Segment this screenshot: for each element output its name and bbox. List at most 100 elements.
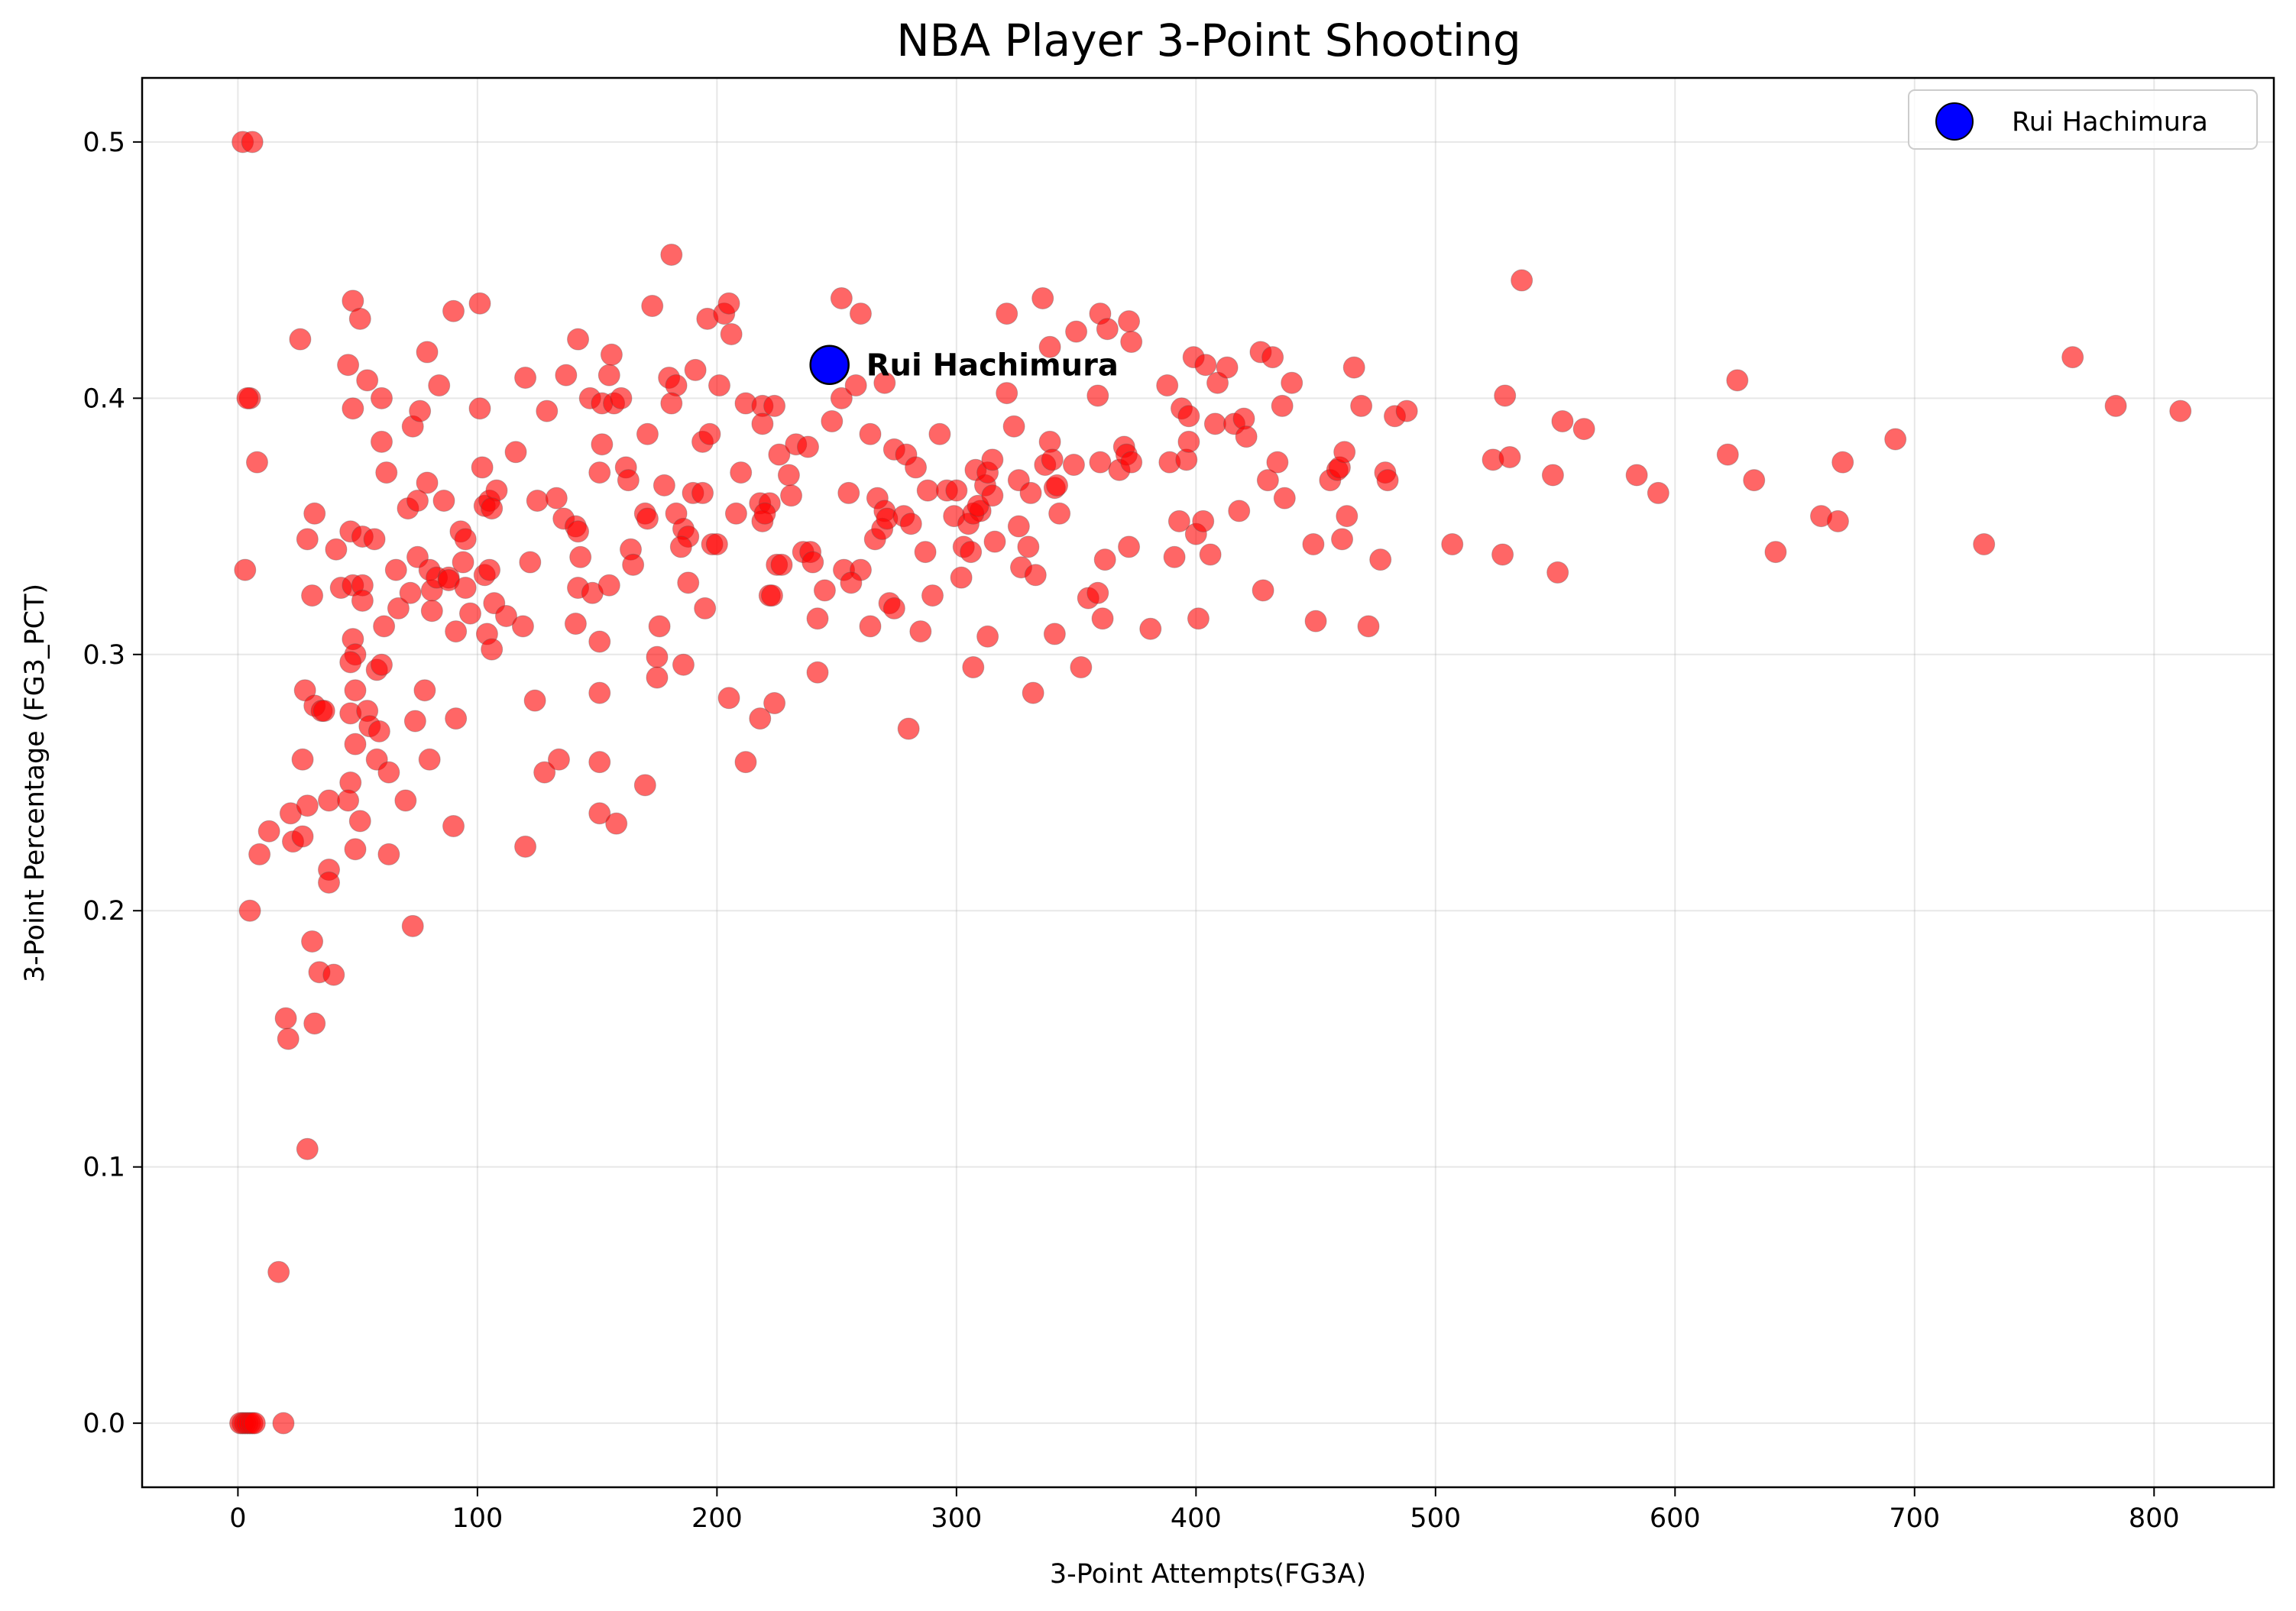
data-point (363, 528, 386, 551)
data-point (1187, 607, 1210, 630)
data-point (981, 484, 1004, 507)
data-point (849, 302, 872, 325)
data-point (837, 481, 860, 504)
data-point (2061, 346, 2084, 369)
data-point (344, 679, 367, 702)
data-point (370, 653, 393, 676)
data-point (1118, 535, 1141, 558)
data-point (1350, 394, 1373, 417)
data-point (1002, 415, 1025, 438)
data-point (567, 520, 590, 543)
data-point (597, 364, 620, 387)
data-point (698, 422, 721, 445)
data-point (749, 707, 772, 730)
data-point (325, 538, 348, 561)
data-point (245, 451, 268, 474)
x-tick-label: 0 (229, 1503, 246, 1534)
data-point (597, 574, 620, 597)
data-point (348, 810, 371, 833)
data-point (813, 579, 836, 602)
y-tick-label: 0.3 (83, 640, 125, 671)
data-point (274, 1007, 297, 1030)
data-point (780, 484, 803, 507)
data-point (468, 397, 491, 420)
data-point (1120, 451, 1143, 474)
data-point (617, 469, 640, 492)
data-point (377, 843, 400, 865)
x-tick-label: 600 (1650, 1503, 1701, 1534)
data-point (768, 443, 791, 466)
data-point (830, 286, 853, 309)
data-point (494, 604, 517, 627)
data-point (318, 789, 341, 812)
data-point (545, 487, 568, 510)
legend-frame (1908, 89, 2258, 150)
data-point (471, 456, 494, 479)
data-point (442, 299, 465, 322)
data-point (1273, 487, 1296, 510)
x-tick-label: 400 (1171, 1503, 1222, 1534)
data-point (257, 820, 280, 843)
data-point (1017, 535, 1040, 558)
data-point (1551, 410, 1574, 433)
data-point (416, 341, 439, 364)
data-point (1369, 548, 1392, 571)
data-point (504, 441, 527, 464)
data-point (1192, 510, 1215, 532)
data-point (296, 794, 319, 817)
data-point (1252, 579, 1274, 602)
data-point (318, 871, 341, 894)
data-point (1494, 384, 1517, 407)
data-point (796, 435, 819, 458)
data-point (1491, 543, 1514, 566)
data-point (416, 471, 439, 494)
x-tick-label: 700 (1889, 1503, 1940, 1534)
data-point (1194, 354, 1217, 377)
data-point (717, 687, 740, 710)
data-point (368, 720, 390, 742)
chart-title: NBA Player 3-Point Shooting (896, 15, 1520, 66)
data-point (962, 656, 985, 679)
x-tick-label: 800 (2129, 1503, 2180, 1534)
data-point (1884, 428, 1907, 451)
data-point (588, 751, 611, 774)
data-point (684, 358, 707, 381)
data-point (272, 1412, 295, 1435)
data-point (342, 397, 364, 420)
data-point (1541, 464, 1564, 487)
data-point (1167, 510, 1190, 532)
data-point (928, 422, 951, 445)
data-point (511, 615, 534, 638)
x-tick-label: 200 (691, 1503, 743, 1534)
data-point (526, 490, 549, 512)
data-point (1716, 443, 1739, 466)
data-point (296, 528, 319, 551)
data-point (348, 307, 371, 330)
data-point (873, 371, 896, 394)
data-point (1086, 384, 1109, 407)
data-point (1281, 371, 1303, 394)
data-point (413, 679, 436, 702)
data-point (337, 354, 360, 377)
data-point (1826, 510, 1849, 532)
data-point (406, 490, 429, 512)
data-point (1065, 320, 1088, 343)
y-tick-label: 0.0 (83, 1409, 125, 1439)
data-point (950, 566, 973, 589)
y-tick-label: 0.5 (83, 128, 125, 158)
data-point (377, 761, 400, 784)
data-point (916, 479, 939, 502)
data-point (370, 387, 393, 409)
data-point (1726, 369, 1749, 392)
data-point (536, 400, 559, 422)
data-point (1302, 533, 1325, 556)
data-point (555, 364, 578, 387)
data-point (1261, 346, 1284, 369)
data-point (1139, 617, 1162, 640)
data-point (2169, 400, 2192, 422)
data-point (1091, 607, 1114, 630)
data-point (1831, 451, 1854, 474)
data-point (1266, 451, 1289, 474)
data-point (720, 322, 743, 345)
data-point (981, 448, 1004, 471)
